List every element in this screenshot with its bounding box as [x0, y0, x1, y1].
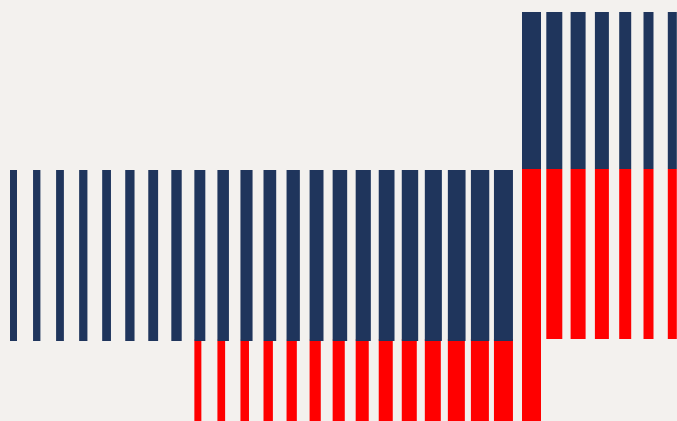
red-stripe [309, 339, 321, 421]
navy-stripe [10, 170, 17, 341]
navy-stripe [148, 170, 159, 341]
navy-stripe [171, 170, 182, 341]
right-red-stripe [570, 169, 586, 339]
right-red-stripe [594, 169, 609, 339]
navy-stripe [33, 170, 41, 341]
right-navy-stripe [619, 12, 632, 169]
right-navy-stripe [643, 12, 654, 169]
red-stripe [493, 339, 513, 421]
navy-stripe [125, 170, 135, 341]
right-navy-stripe [594, 12, 609, 169]
right-red-stripe [619, 169, 632, 339]
navy-stripe [102, 170, 111, 341]
right-navy-stripe [667, 12, 677, 169]
red-stripe [263, 339, 273, 421]
red-stripe [332, 339, 345, 421]
right-red-stripe [667, 169, 677, 339]
navy-stripe [263, 170, 277, 341]
red-stripe [217, 339, 226, 421]
red-stripe [447, 339, 465, 421]
navy-stripe [56, 170, 64, 341]
navy-stripe [470, 170, 490, 341]
navy-stripe [217, 170, 229, 341]
right-red-stripe [546, 169, 563, 339]
right-navy-stripe [570, 12, 586, 169]
navy-stripe [401, 170, 419, 341]
navy-stripe [79, 170, 88, 341]
navy-stripe [424, 170, 442, 341]
navy-stripe [309, 170, 324, 341]
left-navy-stripes [10, 170, 513, 341]
red-stripe [401, 339, 417, 421]
red-stripe [424, 339, 441, 421]
red-stripe [378, 339, 393, 421]
red-stripe [194, 339, 202, 421]
right-red-stripe [643, 169, 654, 339]
navy-stripe [447, 170, 466, 341]
left-red-stripes [194, 339, 513, 421]
navy-stripe [493, 170, 513, 341]
right-navy-stripe [546, 12, 563, 169]
navy-stripe [240, 170, 253, 341]
center-red-band [522, 169, 541, 421]
right-navy-stripe [522, 12, 541, 169]
navy-stripe [332, 170, 348, 341]
red-stripe [470, 339, 489, 421]
navy-stripe [378, 170, 395, 341]
navy-stripe [286, 170, 300, 341]
red-stripe [286, 339, 297, 421]
red-stripe [240, 339, 249, 421]
red-stripe [355, 339, 369, 421]
navy-stripe [355, 170, 371, 341]
navy-stripe [194, 170, 206, 341]
